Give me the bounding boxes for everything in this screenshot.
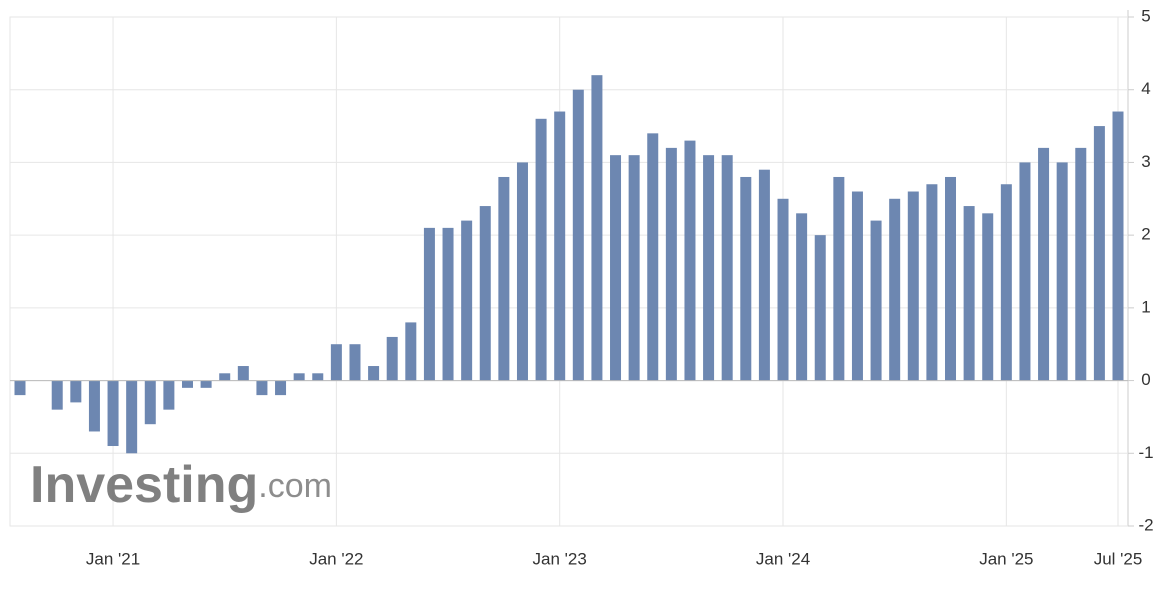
plot-frame — [9, 16, 1129, 527]
bar — [312, 373, 324, 381]
bar — [814, 235, 826, 381]
bar — [851, 191, 863, 381]
bar — [535, 118, 547, 381]
bar — [554, 111, 566, 381]
watermark: Investing.com — [30, 456, 332, 514]
y-tick-label: 5 — [1141, 6, 1150, 25]
bar — [107, 380, 119, 447]
bar — [1000, 184, 1012, 381]
bar — [181, 380, 193, 388]
bar — [1038, 147, 1050, 381]
bar — [88, 380, 100, 432]
bar — [256, 380, 268, 396]
bar — [777, 198, 789, 381]
bar — [163, 380, 175, 410]
bar — [237, 366, 249, 381]
bar — [405, 322, 417, 381]
bar — [14, 380, 26, 396]
bar — [126, 380, 138, 454]
grid — [10, 16, 1128, 527]
bar — [1075, 147, 1087, 381]
y-tick-label: 1 — [1141, 297, 1150, 316]
bar — [1056, 162, 1068, 381]
x-tick-label: Jan '23 — [533, 549, 587, 568]
x-tick-label: Jan '25 — [979, 549, 1033, 568]
y-tick-label: 0 — [1141, 370, 1150, 389]
bar — [591, 75, 603, 381]
bar — [870, 220, 882, 381]
bar — [610, 155, 622, 381]
bar — [479, 206, 491, 381]
bar — [684, 140, 696, 381]
bar — [51, 380, 63, 410]
bar — [144, 380, 156, 425]
y-tick-label: 2 — [1141, 225, 1150, 244]
bar — [945, 176, 957, 381]
bar — [1019, 162, 1031, 381]
y-tick-label: 4 — [1141, 79, 1150, 98]
x-tick-label: Jan '21 — [86, 549, 140, 568]
bar — [293, 373, 305, 381]
bar — [889, 198, 901, 381]
bar — [796, 213, 808, 381]
bar — [982, 213, 994, 381]
y-tick-label: -2 — [1138, 515, 1153, 534]
bar — [516, 162, 528, 381]
x-tick-label: Jan '24 — [756, 549, 810, 568]
bar — [647, 133, 659, 381]
bar — [442, 227, 454, 381]
y-tick-label: 3 — [1141, 152, 1150, 171]
bar — [721, 155, 733, 381]
y-tick-label: -1 — [1138, 443, 1153, 462]
bar — [498, 176, 510, 381]
bar — [461, 220, 473, 381]
bar — [330, 344, 342, 381]
bar — [572, 89, 584, 381]
bar — [200, 380, 212, 388]
bar — [833, 176, 845, 381]
bars — [14, 75, 1124, 454]
bar — [1112, 111, 1124, 381]
bar — [740, 176, 752, 381]
bar — [423, 227, 435, 381]
bar — [1093, 126, 1105, 381]
bar — [758, 169, 770, 381]
bar — [70, 380, 82, 403]
bar — [275, 380, 287, 396]
bar — [628, 155, 640, 381]
bar — [219, 373, 231, 381]
bar — [368, 366, 380, 381]
bar — [926, 184, 938, 381]
watermark-brand: Investing.com — [30, 456, 332, 514]
bar — [386, 336, 398, 381]
x-tick-label: Jul '25 — [1094, 549, 1143, 568]
bar — [349, 344, 361, 381]
bar — [665, 147, 677, 381]
x-tick-label: Jan '22 — [309, 549, 363, 568]
bar — [963, 206, 975, 381]
bar — [703, 155, 715, 381]
bar — [907, 191, 919, 381]
